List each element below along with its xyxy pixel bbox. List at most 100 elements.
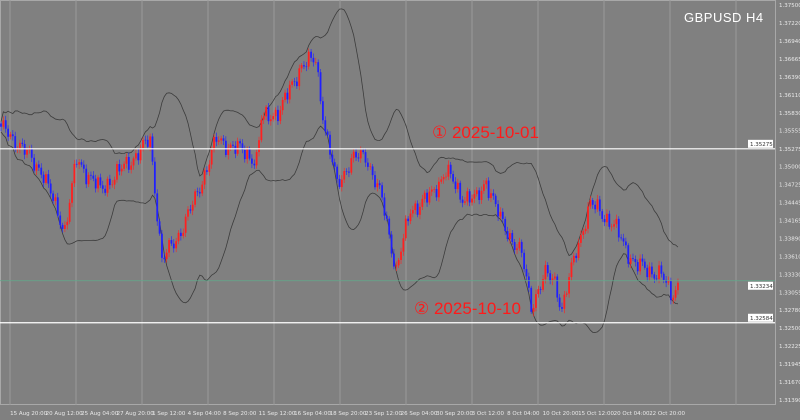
candle-body bbox=[251, 158, 253, 164]
candle-body bbox=[61, 224, 64, 229]
candle bbox=[421, 194, 424, 211]
candle bbox=[454, 177, 457, 194]
candle bbox=[71, 180, 73, 208]
x-tick-label: 15 Aug 20:00 bbox=[10, 411, 48, 417]
bollinger-upper-band bbox=[0, 8, 679, 257]
candle-body bbox=[319, 72, 322, 102]
candle bbox=[490, 188, 492, 203]
candle-body bbox=[40, 167, 43, 175]
candle bbox=[471, 194, 473, 206]
candle bbox=[501, 208, 504, 223]
candle bbox=[47, 169, 50, 188]
candle bbox=[520, 239, 523, 258]
candle-body bbox=[617, 218, 620, 238]
candle bbox=[568, 273, 570, 298]
candle bbox=[669, 277, 672, 305]
candle bbox=[615, 214, 618, 228]
candle-body bbox=[669, 280, 672, 301]
candle bbox=[191, 200, 194, 216]
candle bbox=[64, 221, 66, 233]
candle-body bbox=[629, 258, 632, 264]
candle bbox=[404, 215, 407, 241]
candle bbox=[492, 189, 495, 200]
candle bbox=[388, 216, 391, 239]
candle-body bbox=[359, 150, 362, 159]
candle-body bbox=[236, 141, 239, 154]
x-tick-label: 18 Sep 20:00 bbox=[330, 411, 367, 417]
candle-body bbox=[665, 279, 668, 283]
candle-body bbox=[594, 204, 597, 210]
candle-body bbox=[523, 252, 526, 270]
candle-body bbox=[400, 251, 402, 260]
candle bbox=[499, 207, 502, 220]
candle-body bbox=[374, 175, 376, 188]
candle bbox=[229, 142, 232, 151]
candle bbox=[9, 131, 12, 140]
candle-body bbox=[248, 149, 251, 159]
candle bbox=[189, 204, 192, 214]
current-price-label: 1.33234 bbox=[750, 284, 773, 290]
candle-body bbox=[291, 81, 294, 85]
candle bbox=[85, 164, 88, 189]
candle-body bbox=[64, 225, 66, 229]
candle bbox=[130, 161, 133, 174]
candle bbox=[459, 180, 462, 203]
candle-body bbox=[87, 174, 90, 185]
candle-body bbox=[388, 218, 391, 235]
candle-body bbox=[627, 245, 630, 264]
candle-body bbox=[80, 162, 83, 165]
y-tick-label: 1.34725 bbox=[779, 182, 800, 188]
candle bbox=[620, 234, 623, 241]
candle-body bbox=[527, 276, 530, 288]
candle-body bbox=[658, 265, 660, 279]
chart-title: GBPUSD H4 bbox=[684, 10, 764, 25]
candle-body bbox=[494, 195, 497, 205]
y-tick-label: 1.35000 bbox=[779, 165, 800, 171]
candle-body bbox=[535, 294, 537, 308]
candle-body bbox=[116, 164, 118, 180]
candle bbox=[343, 167, 346, 184]
candle bbox=[184, 213, 187, 237]
candle bbox=[665, 275, 668, 288]
candle bbox=[139, 144, 142, 164]
plot-frame bbox=[0, 0, 776, 405]
candle-body bbox=[509, 233, 511, 239]
candle bbox=[135, 149, 137, 161]
candle bbox=[118, 159, 121, 176]
candle bbox=[617, 216, 620, 242]
candle bbox=[82, 160, 85, 173]
candle bbox=[511, 230, 514, 246]
candle-body bbox=[487, 180, 490, 199]
candle-body bbox=[428, 191, 431, 203]
candle bbox=[7, 125, 10, 141]
candle bbox=[558, 293, 561, 311]
candle bbox=[591, 197, 594, 209]
candle bbox=[648, 262, 651, 281]
candle-body bbox=[243, 149, 246, 160]
candle-body bbox=[106, 178, 109, 193]
candle-body bbox=[620, 237, 623, 239]
x-tick-label: 27 Aug 20:00 bbox=[117, 411, 155, 417]
candle bbox=[587, 201, 589, 234]
x-tick-label: 25 Aug 04:00 bbox=[81, 411, 119, 417]
candle bbox=[305, 62, 308, 72]
candle-body bbox=[132, 158, 135, 166]
candle-body bbox=[161, 233, 163, 258]
candle bbox=[28, 145, 31, 154]
candle bbox=[426, 189, 428, 207]
candle bbox=[622, 233, 625, 247]
candle bbox=[113, 176, 116, 190]
candle-body bbox=[613, 224, 615, 227]
candle bbox=[627, 243, 630, 268]
candle-body bbox=[596, 199, 599, 210]
candle-body bbox=[473, 194, 476, 199]
candle-body bbox=[331, 154, 334, 163]
x-tick-label: 11 Sep 12:00 bbox=[259, 411, 296, 417]
candle-body bbox=[21, 142, 24, 144]
candle bbox=[239, 138, 241, 148]
candle bbox=[473, 189, 476, 204]
candle-body bbox=[16, 149, 19, 150]
candle bbox=[485, 177, 488, 189]
candle-body bbox=[568, 277, 570, 294]
